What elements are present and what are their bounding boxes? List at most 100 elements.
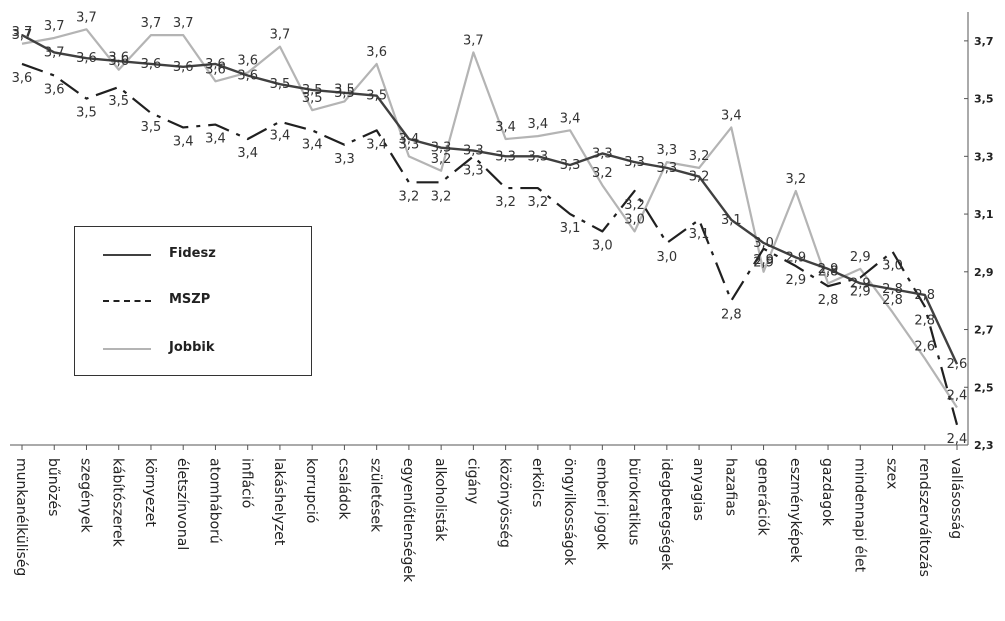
data-label-jobbik: 2,8: [818, 264, 839, 279]
data-label-mszp: 3,3: [334, 152, 355, 167]
data-label-mszp: 2,8: [914, 313, 935, 328]
data-label-fidesz: 3,6: [108, 54, 129, 69]
data-label-jobbik: 3,3: [399, 137, 420, 152]
data-label-jobbik: 3,4: [721, 108, 742, 123]
data-label-mszp: 2,9: [850, 285, 871, 300]
data-label-jobbik: 2,9: [850, 250, 871, 265]
data-label-jobbik: 3,4: [560, 111, 581, 126]
data-label-jobbik: 2,4: [947, 388, 968, 403]
y-tick-label: 2,7: [974, 324, 994, 337]
x-tick-label: atomháború: [206, 458, 222, 544]
data-label-fidesz: 3,4: [399, 132, 420, 147]
y-tick-label: 2,3: [974, 439, 994, 452]
y-tick-labels: 2,3 2,5 2,7 2,9 3,1 3,3 3,5 3,7: [964, 35, 994, 452]
data-label-fidesz: 2,9: [785, 250, 806, 265]
data-label-mszp: 3,3: [463, 163, 484, 178]
legend-item-jobbik: Jobbik: [75, 339, 311, 359]
data-label-jobbik: 3,7: [44, 19, 65, 34]
data-label-mszp: 2,4: [947, 432, 968, 447]
data-label-fidesz: 3,5: [270, 77, 291, 92]
y-tick-label: 3,5: [974, 93, 994, 106]
data-label-fidesz: 2,9: [818, 262, 839, 277]
data-label-mszp: 3,5: [141, 120, 162, 135]
x-tick-label: anyagias: [690, 458, 706, 521]
x-tick-label: eszményképek: [787, 458, 803, 563]
data-label-fidesz: 3,3: [656, 161, 677, 176]
data-label-mszp: 3,1: [689, 227, 710, 242]
data-label-fidesz: 3,3: [592, 146, 613, 161]
data-label-jobbik: 3,6: [205, 62, 226, 77]
x-tick-labels: munkanélküliség bűnözés szegények kábítósze…: [13, 445, 964, 583]
data-label-mszp: 2,9: [785, 273, 806, 288]
data-label-mszp: 3,6: [12, 71, 33, 86]
data-label-jobbik: 3,7: [12, 25, 33, 40]
legend: Fidesz MSZP Jobbik: [74, 226, 312, 376]
series-line-jobbik: [21, 28, 958, 409]
legend-swatch-jobbik: [103, 348, 151, 350]
data-label-fidesz: 3,6: [205, 57, 226, 72]
data-label-jobbik: 3,3: [656, 143, 677, 158]
x-tick-label: öngyilkosságok: [561, 458, 577, 566]
data-label-fidesz: 3,3: [431, 141, 452, 156]
data-label-fidesz: 3,5: [302, 83, 323, 98]
data-label-fidesz: 3,6: [76, 51, 97, 66]
legend-item-fidesz: Fidesz: [75, 245, 311, 265]
series-line-fidesz: [21, 34, 959, 365]
data-label-mszp: 2,9: [753, 256, 774, 271]
legend-label-jobbik: Jobbik: [169, 340, 215, 355]
data-label-fidesz: 3,1: [721, 213, 742, 228]
data-label-jobbik: 3,2: [785, 172, 806, 187]
data-label-fidesz: 3,6: [237, 69, 258, 84]
x-tick-label: emberi jogok: [593, 458, 609, 551]
x-tick-label: kábítószerek: [110, 458, 126, 548]
data-labels: 3,73,7 3,6 3,6 3,6 3,6 3,63,63,5 3,5 3,5 3,53,43…: [12, 10, 968, 446]
data-label-fidesz: 2,8: [882, 282, 903, 297]
data-label-mszp: 3,2: [495, 195, 516, 210]
data-label-mszp: 3,0: [656, 250, 677, 265]
data-label-jobbik: 3,4: [528, 117, 549, 132]
data-label-fidesz: 3,2: [689, 170, 710, 185]
data-label-fidesz: 3,0: [753, 236, 774, 251]
data-label-mszp: 3,1: [560, 221, 581, 236]
data-label-mszp: 3,5: [108, 94, 129, 109]
data-label-mszp: 3,2: [624, 198, 645, 213]
x-tick-label: generációk: [755, 458, 771, 536]
data-label-mszp: 3,4: [237, 146, 258, 161]
x-tick-label: korrupció: [303, 458, 319, 523]
data-label-jobbik: 3,7: [270, 28, 291, 43]
x-tick-label: környezet: [142, 458, 158, 527]
data-label-jobbik: 3,7: [463, 33, 484, 48]
x-tick-label: bűnözés: [45, 458, 61, 516]
data-label-jobbik: 3,6: [366, 45, 387, 60]
legend-swatch-fidesz: [103, 254, 151, 256]
data-label-jobbik: 3,4: [495, 120, 516, 135]
data-label-jobbik: 3,6: [108, 51, 129, 66]
x-tick-label: mindennapi élet: [851, 458, 867, 573]
data-label-fidesz: 2,6: [947, 357, 968, 372]
data-label-mszp: 3,2: [528, 195, 549, 210]
data-label-fidesz: 3,5: [334, 86, 355, 101]
data-label-mszp: 3,6: [44, 83, 65, 98]
x-tick-label: alkoholisták: [432, 458, 448, 542]
data-label-jobbik: 2,8: [882, 293, 903, 308]
series-lines: [21, 28, 959, 426]
data-label-fidesz: 3,3: [624, 155, 645, 170]
x-tick-label: munkanélküliség: [13, 458, 29, 576]
data-label-jobbik: 3,7: [141, 16, 162, 31]
series-line-mszp: [21, 62, 959, 426]
data-label-mszp: 3,5: [76, 106, 97, 121]
y-tick-label: 2,9: [974, 266, 994, 279]
data-label-mszp: 3,0: [882, 259, 903, 274]
data-label-mszp: 3,2: [399, 189, 420, 204]
y-tick-label: 3,7: [974, 35, 994, 48]
x-tick-label: életszínvonal: [174, 458, 190, 550]
legend-item-mszp: MSZP: [75, 291, 311, 311]
x-tick-label: közönyösség: [497, 458, 513, 548]
data-label-jobbik: 3,2: [592, 166, 613, 181]
data-label-fidesz: 3,3: [528, 149, 549, 164]
x-tick-label: születések: [368, 458, 384, 533]
data-label-jobbik: 3,2: [689, 149, 710, 164]
data-label-mszp: 3,4: [270, 129, 291, 144]
data-label-fidesz: 3,5: [366, 89, 387, 104]
